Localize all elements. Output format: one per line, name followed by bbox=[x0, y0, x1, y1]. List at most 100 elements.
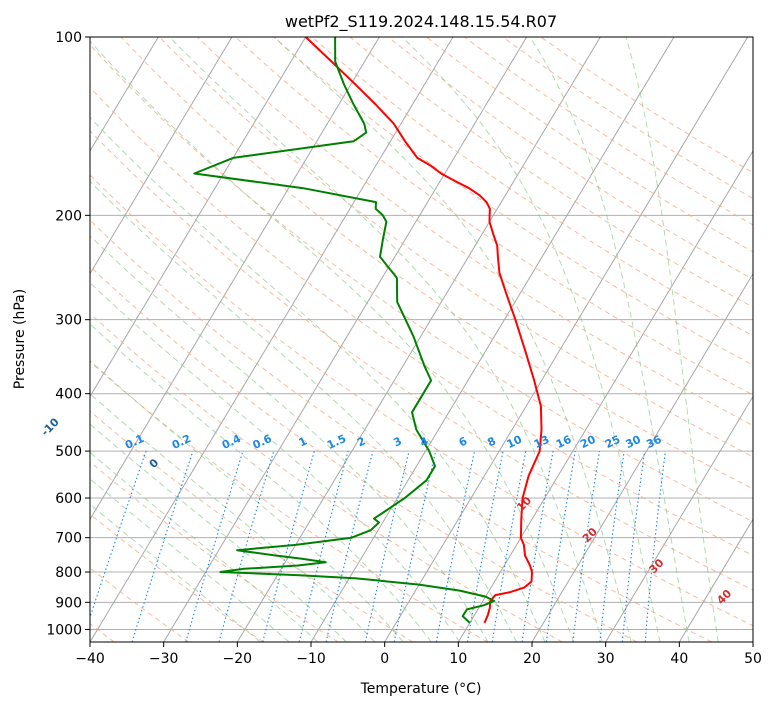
dry-adiabat-line bbox=[120, 37, 753, 490]
y-tick-label: 400 bbox=[55, 387, 82, 403]
y-tick-label: 600 bbox=[55, 491, 82, 507]
dry-adiabat-label: -10 bbox=[39, 415, 62, 438]
mixing-ratio-line bbox=[393, 450, 437, 642]
moist-adiabat-line bbox=[90, 116, 546, 642]
dewpoint-profile-line bbox=[193, 37, 495, 624]
x-tick-label: 50 bbox=[744, 651, 762, 667]
mixing-ratio-line bbox=[521, 451, 554, 642]
mixing-ratio-label: 0.2 bbox=[170, 432, 193, 452]
dry-adiabat-line bbox=[158, 37, 753, 458]
mixing-ratio-label: 3 bbox=[391, 434, 403, 449]
isotherm-line bbox=[90, 37, 454, 642]
x-tick-label: 40 bbox=[670, 651, 688, 667]
mixing-ratio-line bbox=[364, 450, 410, 642]
moist-adiabat-line bbox=[90, 478, 290, 642]
mixing-ratio-line bbox=[545, 451, 576, 642]
dry-adiabat-line bbox=[90, 44, 753, 523]
moist-adiabat-label: 10 bbox=[514, 494, 534, 514]
isotherm-line bbox=[163, 37, 528, 642]
moist-adiabat-line bbox=[90, 423, 347, 642]
y-tick-label: 300 bbox=[55, 313, 82, 329]
x-tick-label: 30 bbox=[597, 651, 615, 667]
y-axis: 100 200 300 400 500 600 700 800 900 1000 bbox=[46, 30, 90, 638]
mixing-ratio-label: 0.4 bbox=[220, 432, 243, 452]
mixing-ratio-label: 25 bbox=[603, 433, 622, 451]
moist-adiabat-line bbox=[90, 359, 404, 642]
isotherm-line bbox=[90, 37, 307, 398]
x-tick-label: −30 bbox=[149, 651, 179, 667]
dry-adiabat-line bbox=[90, 265, 638, 642]
dry-adiabat-line bbox=[387, 37, 753, 280]
mixing-ratio-label: 30 bbox=[624, 433, 644, 451]
dry-adiabat-line bbox=[349, 37, 753, 308]
dry-adiabat-line bbox=[90, 219, 712, 642]
y-axis-title: Pressure (hPa) bbox=[12, 289, 28, 389]
isotherm-line bbox=[384, 37, 749, 642]
moist-adiabat-line bbox=[90, 282, 461, 642]
isotherm-line bbox=[90, 37, 159, 152]
moist-adiabat-line bbox=[90, 40, 575, 642]
isotherm-line bbox=[678, 518, 753, 642]
moist-adiabat-line bbox=[273, 37, 632, 642]
moist-adiabat-line bbox=[90, 235, 489, 642]
dry-adiabat-line bbox=[90, 86, 753, 557]
mixing-ratio-line bbox=[262, 450, 315, 642]
mixing-ratio-line bbox=[644, 451, 666, 642]
isotherm-line bbox=[90, 37, 380, 521]
isotherm-line bbox=[90, 37, 233, 275]
mixing-ratio-label: 10 bbox=[505, 433, 525, 451]
x-tick-label: 0 bbox=[380, 651, 389, 667]
y-tick-label: 800 bbox=[55, 565, 82, 581]
moist-adiabat-line bbox=[169, 37, 603, 642]
isotherm-line bbox=[236, 37, 601, 642]
dry-adiabat-line bbox=[90, 513, 264, 642]
mixing-ratio-line bbox=[131, 450, 194, 642]
mixing-ratio-label: 4 bbox=[418, 434, 431, 449]
moist-adiabat-line bbox=[625, 37, 719, 642]
moist-adiabat-line bbox=[90, 451, 319, 642]
background-lines bbox=[90, 37, 753, 642]
dry-adiabat-line bbox=[90, 567, 190, 642]
dry-adiabat-line bbox=[235, 37, 753, 396]
moist-adiabat-label: 20 bbox=[580, 525, 600, 545]
x-tick-label: −20 bbox=[223, 651, 253, 667]
mixing-ratio-line bbox=[599, 451, 625, 642]
moist-adiabat-line bbox=[90, 503, 261, 642]
dry-adiabat-line bbox=[426, 37, 753, 253]
mixing-ratio-label: 0.6 bbox=[251, 432, 274, 452]
dry-adiabat-line bbox=[90, 312, 563, 642]
moist-adiabat-line bbox=[90, 393, 376, 642]
mixing-ratio-line bbox=[621, 451, 646, 642]
y-tick-label: 200 bbox=[55, 208, 82, 224]
dry-adiabat-line bbox=[540, 37, 753, 174]
temperature-profile-line bbox=[305, 37, 543, 624]
mixing-ratio-line bbox=[185, 450, 244, 642]
mixing-ratio-label: 16 bbox=[554, 433, 574, 451]
mixing-ratio-label: 36 bbox=[644, 433, 664, 451]
isotherm-line bbox=[457, 149, 753, 642]
x-tick-label: 20 bbox=[523, 651, 541, 667]
dry-adiabat-line bbox=[273, 37, 753, 366]
isotherm-line bbox=[531, 272, 753, 642]
y-tick-label: 500 bbox=[55, 444, 82, 460]
y-tick-label: 100 bbox=[55, 30, 82, 46]
chart-title: wetPf2_S119.2024.148.15.54.R07 bbox=[285, 12, 557, 32]
y-tick-label: 700 bbox=[55, 531, 82, 547]
dry-adiabat-line bbox=[197, 37, 753, 427]
dry-adiabat-line bbox=[90, 461, 339, 642]
plot-frame bbox=[89, 36, 754, 643]
mixing-ratio-label: 6 bbox=[457, 434, 470, 449]
mixing-ratio-line bbox=[572, 451, 601, 642]
isotherm-line bbox=[605, 395, 753, 642]
dry-adiabat-line bbox=[90, 360, 488, 642]
y-tick-label: 900 bbox=[55, 595, 82, 611]
mixing-ratio-label: 0.1 bbox=[123, 432, 146, 452]
x-tick-label: 10 bbox=[449, 651, 467, 667]
moist-adiabat-label: 40 bbox=[714, 587, 734, 607]
mixing-ratio-label: 1 bbox=[297, 434, 309, 449]
mixing-ratio-line bbox=[325, 450, 374, 642]
mixing-ratio-line bbox=[218, 450, 275, 642]
y-tick-label: 1000 bbox=[46, 622, 82, 638]
x-tick-label: −10 bbox=[296, 651, 326, 667]
